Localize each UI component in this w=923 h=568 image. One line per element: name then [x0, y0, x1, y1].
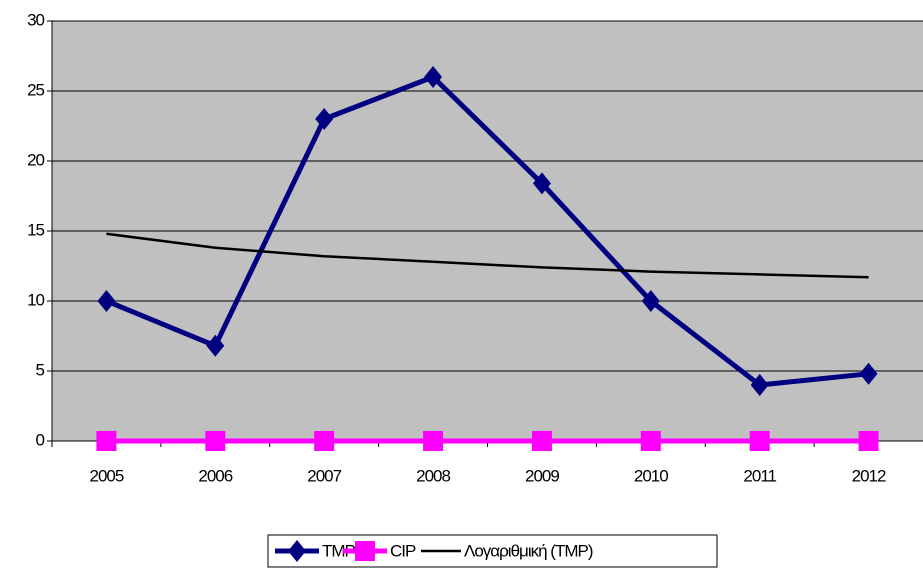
x-tick-label: 2008: [416, 466, 450, 485]
data-point: [749, 431, 770, 451]
x-tick-label: 2007: [307, 466, 341, 485]
legend-marker: [288, 540, 306, 562]
x-tick-label: 2012: [852, 466, 886, 485]
data-point: [532, 172, 551, 195]
data-point: [641, 290, 660, 312]
data-point: [423, 431, 444, 451]
data-point: [96, 431, 117, 451]
y-tick-label: 25: [27, 80, 44, 99]
data-point: [858, 431, 879, 451]
data-point: [640, 431, 661, 451]
legend-label: CIP: [390, 541, 416, 560]
data-point: [424, 66, 443, 88]
y-tick-label: 15: [27, 220, 44, 239]
x-tick-label: 2011: [743, 466, 776, 485]
y-tick-label: 20: [27, 150, 44, 169]
x-tick-label: 2006: [198, 466, 232, 485]
y-tick-label: 5: [36, 360, 45, 379]
data-point: [314, 431, 335, 451]
y-tick-label: 10: [27, 290, 44, 309]
y-tick-label: 0: [36, 430, 45, 449]
legend-label: Λογαριθμική (TMP): [464, 541, 593, 560]
data-point: [859, 362, 878, 385]
data-point: [205, 431, 226, 451]
x-tick-label: 2010: [634, 466, 668, 485]
data-point: [315, 108, 334, 130]
x-tick-label: 2009: [525, 466, 559, 485]
legend-marker: [355, 541, 375, 561]
data-point: [531, 431, 552, 451]
series-line: [105, 74, 869, 388]
series-line: [106, 232, 869, 279]
data-point: [97, 290, 116, 312]
legend-label: TMP: [322, 541, 356, 560]
legend-box: [267, 534, 718, 568]
x-tick-label: 2005: [90, 466, 124, 485]
data-point: [206, 334, 225, 357]
data-point: [750, 374, 769, 396]
y-tick-label: 30: [27, 10, 44, 29]
